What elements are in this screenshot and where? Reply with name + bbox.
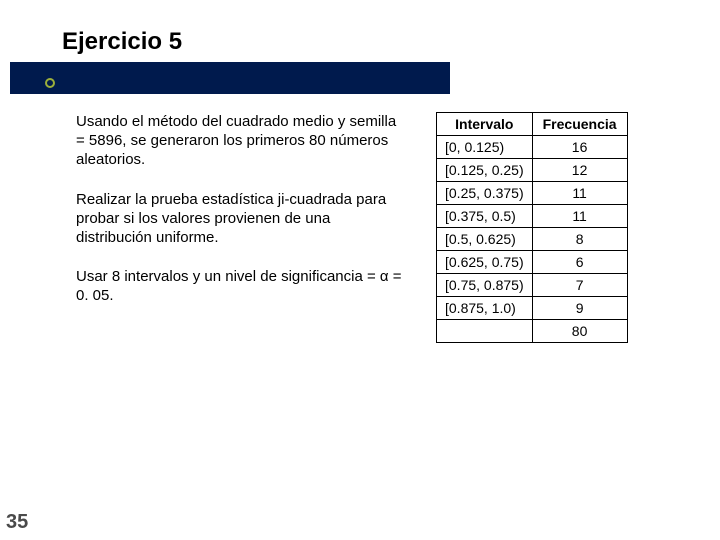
table-row: [0.75, 0.875) 7 (437, 274, 628, 297)
frequency-table: Intervalo Frecuencia [0, 0.125) 16 [0.12… (436, 112, 628, 343)
paragraph-2: Realizar la prueba estadística ji-cuadra… (76, 190, 406, 248)
cell-interval: [0.125, 0.25) (437, 159, 533, 182)
cell-frequency: 11 (532, 205, 627, 228)
table-row: [0.625, 0.75) 6 (437, 251, 628, 274)
table-row: [0.875, 1.0) 9 (437, 297, 628, 320)
cell-frequency: 12 (532, 159, 627, 182)
content-row: Usando el método del cuadrado medio y se… (0, 94, 720, 343)
title-divider (10, 62, 450, 94)
table-row: [0.125, 0.25) 12 (437, 159, 628, 182)
cell-frequency: 16 (532, 136, 627, 159)
cell-interval: [0.5, 0.625) (437, 228, 533, 251)
table-row: [0.25, 0.375) 11 (437, 182, 628, 205)
cell-frequency: 11 (532, 182, 627, 205)
cell-frequency: 9 (532, 297, 627, 320)
table-row: [0.375, 0.5) 11 (437, 205, 628, 228)
cell-frequency: 8 (532, 228, 627, 251)
table-row: [0, 0.125) 16 (437, 136, 628, 159)
cell-interval: [0.625, 0.75) (437, 251, 533, 274)
cell-interval: [0.75, 0.875) (437, 274, 533, 297)
text-column: Usando el método del cuadrado medio y se… (76, 112, 406, 326)
cell-total-label (437, 320, 533, 343)
page-number: 35 (6, 511, 28, 534)
cell-interval: [0.875, 1.0) (437, 297, 533, 320)
table-column: Intervalo Frecuencia [0, 0.125) 16 [0.12… (436, 112, 628, 343)
cell-interval: [0, 0.125) (437, 136, 533, 159)
cell-interval: [0.375, 0.5) (437, 205, 533, 228)
table-header-row: Intervalo Frecuencia (437, 113, 628, 136)
cell-total-value: 80 (532, 320, 627, 343)
col-header-interval: Intervalo (437, 113, 533, 136)
table-total-row: 80 (437, 320, 628, 343)
slide-title: Ejercicio 5 (62, 28, 720, 56)
paragraph-1: Usando el método del cuadrado medio y se… (76, 112, 406, 170)
cell-interval: [0.25, 0.375) (437, 182, 533, 205)
bullet-ring-icon (45, 78, 55, 88)
cell-frequency: 6 (532, 251, 627, 274)
paragraph-3: Usar 8 intervalos y un nivel de signific… (76, 267, 406, 305)
table-row: [0.5, 0.625) 8 (437, 228, 628, 251)
cell-frequency: 7 (532, 274, 627, 297)
title-wrap: Ejercicio 5 (0, 28, 720, 56)
col-header-frequency: Frecuencia (532, 113, 627, 136)
slide: Ejercicio 5 Usando el método del cuadrad… (0, 0, 720, 540)
